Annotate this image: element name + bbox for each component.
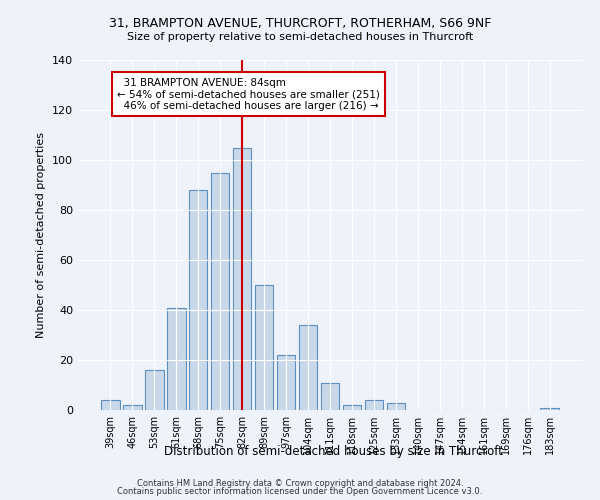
Bar — [365, 400, 383, 410]
Text: 31, BRAMPTON AVENUE, THURCROFT, ROTHERHAM, S66 9NF: 31, BRAMPTON AVENUE, THURCROFT, ROTHERHA… — [109, 18, 491, 30]
Y-axis label: Number of semi-detached properties: Number of semi-detached properties — [37, 132, 46, 338]
Bar — [211, 172, 229, 410]
Bar — [101, 400, 119, 410]
Bar — [189, 190, 208, 410]
Bar — [255, 285, 274, 410]
Text: Size of property relative to semi-detached houses in Thurcroft: Size of property relative to semi-detach… — [127, 32, 473, 42]
Text: 31 BRAMPTON AVENUE: 84sqm
← 54% of semi-detached houses are smaller (251)
  46% : 31 BRAMPTON AVENUE: 84sqm ← 54% of semi-… — [117, 78, 380, 110]
Bar — [541, 408, 559, 410]
Text: Distribution of semi-detached houses by size in Thurcroft: Distribution of semi-detached houses by … — [164, 444, 502, 458]
Bar — [299, 325, 317, 410]
Bar — [123, 405, 142, 410]
Bar — [320, 382, 340, 410]
Bar — [145, 370, 164, 410]
Text: Contains HM Land Registry data © Crown copyright and database right 2024.: Contains HM Land Registry data © Crown c… — [137, 478, 463, 488]
Text: Contains public sector information licensed under the Open Government Licence v3: Contains public sector information licen… — [118, 487, 482, 496]
Bar — [233, 148, 251, 410]
Bar — [167, 308, 185, 410]
Bar — [386, 402, 405, 410]
Bar — [343, 405, 361, 410]
Bar — [277, 355, 295, 410]
